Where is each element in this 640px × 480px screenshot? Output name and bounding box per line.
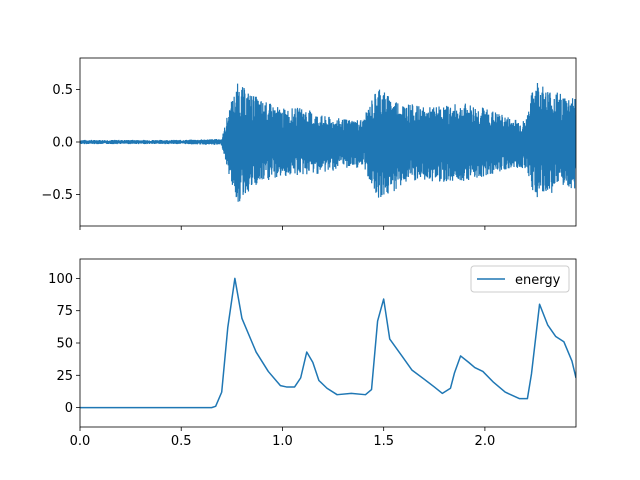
y-tick-label: −0.5	[41, 188, 73, 203]
x-tick-label: 2.0	[475, 434, 496, 449]
y-tick-label: 0	[65, 401, 73, 416]
legend: energy	[470, 265, 570, 293]
y-tick-label: 0.5	[52, 83, 73, 98]
legend-box	[470, 265, 570, 293]
y-tick-label: 75	[56, 304, 73, 319]
waveform-panel: −0.5 0.0 0.5	[41, 57, 577, 230]
x-tick-label: 1.0	[272, 434, 293, 449]
x-tick-label: 1.5	[373, 434, 394, 449]
plot-area	[80, 83, 576, 202]
y-tick-label: 100	[48, 272, 73, 287]
plot-area	[80, 277, 576, 409]
waveform-line	[80, 83, 576, 202]
y-tick-label: 25	[56, 369, 73, 384]
x-tick-label: 0.5	[171, 434, 192, 449]
energy-line	[80, 277, 576, 409]
legend-label: energy	[515, 273, 561, 288]
y-tick-label: 0.0	[52, 136, 73, 151]
x-tick-label: 0.0	[70, 434, 91, 449]
y-tick-label: 50	[56, 337, 73, 352]
energy-panel: 0.0 0.5 1.0 1.5 2.0 0 25 50 75 100 energy	[48, 258, 577, 449]
